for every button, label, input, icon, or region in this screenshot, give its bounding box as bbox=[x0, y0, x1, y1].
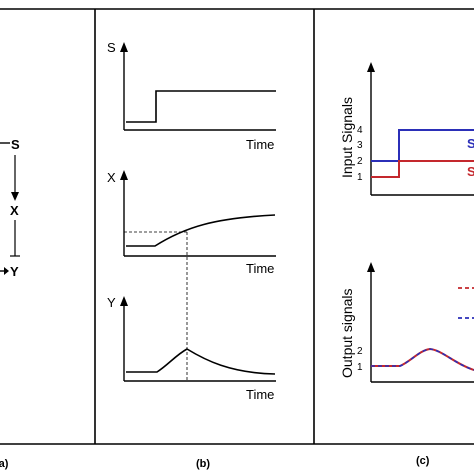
red-series-label: S bbox=[467, 164, 474, 179]
top-y-arrowhead bbox=[367, 62, 375, 72]
input-signals-ylabel: Input Signals bbox=[339, 97, 355, 178]
panel-borders bbox=[0, 8, 474, 445]
top-tick-1: 1 bbox=[357, 172, 363, 183]
top-tick-4: 4 bbox=[357, 125, 363, 136]
plot-s-ylabel: S bbox=[107, 40, 116, 55]
bottom-y-arrowhead bbox=[367, 262, 375, 272]
blue-output-series bbox=[371, 348, 474, 371]
red-input-series bbox=[371, 160, 474, 178]
blue-series-label: S bbox=[467, 136, 474, 151]
node-s: S bbox=[11, 137, 20, 152]
plot-s: S Time bbox=[107, 40, 276, 152]
bottom-tick-1: 1 bbox=[357, 362, 363, 373]
panel-b: S Time X Time Y Time (b) bbox=[107, 40, 276, 470]
plot-x-y-arrowhead bbox=[120, 170, 128, 180]
caption-c: (c) bbox=[416, 455, 430, 467]
caption-a: (a) bbox=[0, 458, 9, 470]
plot-y-y-arrowhead bbox=[120, 296, 128, 306]
panel-a: S X Y (a) bbox=[0, 137, 20, 470]
y-response-curve bbox=[126, 348, 276, 375]
red-output-series bbox=[371, 347, 474, 371]
bottom-tick-2: 2 bbox=[357, 346, 363, 357]
plot-x: X Time bbox=[107, 170, 276, 276]
node-y: Y bbox=[10, 264, 19, 279]
plot-s-xlabel: Time bbox=[246, 137, 274, 152]
top-tick-3: 3 bbox=[357, 140, 363, 151]
plot-x-xlabel: Time bbox=[246, 261, 274, 276]
s-step-curve bbox=[126, 90, 276, 123]
panel-c: Input Signals 4 3 2 1 S S Output signals… bbox=[339, 62, 474, 467]
s-to-x-arrowhead bbox=[11, 192, 19, 201]
x-response-curve bbox=[126, 214, 276, 247]
blue-input-series bbox=[371, 129, 474, 162]
top-tick-2: 2 bbox=[357, 156, 363, 167]
caption-b: (b) bbox=[196, 458, 210, 470]
plot-s-y-arrowhead bbox=[120, 42, 128, 52]
output-signals-ylabel: Output signals bbox=[339, 289, 355, 379]
node-x: X bbox=[10, 203, 19, 218]
plot-y-ylabel: Y bbox=[107, 295, 116, 310]
plot-x-ylabel: X bbox=[107, 170, 116, 185]
plot-y-xlabel: Time bbox=[246, 387, 274, 402]
y-arrowhead bbox=[4, 267, 9, 275]
plot-y: Y Time bbox=[107, 295, 276, 402]
